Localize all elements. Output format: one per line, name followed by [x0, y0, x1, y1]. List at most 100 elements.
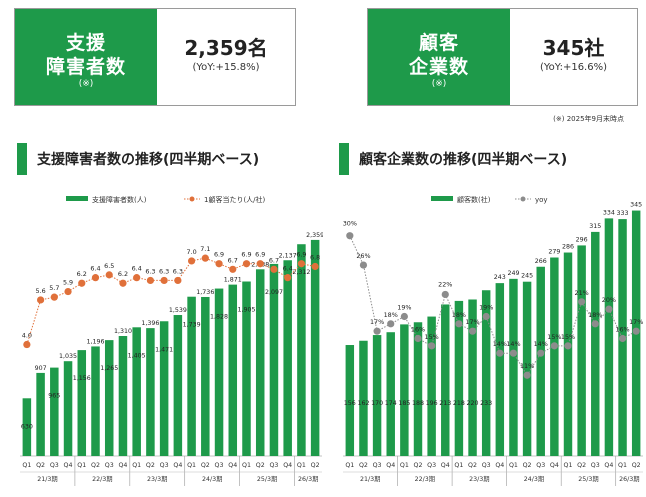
x-tick-label: Q2 [577, 462, 586, 469]
line-value-label: 6.3 [145, 267, 155, 275]
x-tick-label: Q3 [215, 462, 224, 469]
x-tick-label: Q1 [618, 462, 627, 469]
bar [242, 281, 251, 456]
line-value-label: 6.9 [241, 251, 251, 259]
line-value-label: 6.9 [255, 251, 265, 259]
period-label: 25/3期 [578, 475, 598, 483]
bar-value-label: 156 [344, 400, 356, 407]
bar [591, 231, 600, 456]
line-value-label: 6.4 [283, 265, 293, 273]
x-tick-label: Q1 [187, 462, 196, 469]
line-point [455, 320, 463, 328]
bar-value-label: 188 [412, 400, 424, 407]
bar [413, 322, 423, 456]
chart-title: 支援障害者数の推移(四半期ベース) [37, 152, 260, 168]
line-value-label: 18% [384, 311, 398, 319]
bar [550, 257, 559, 456]
bar-value-label: 1,539 [169, 307, 187, 314]
line-point [618, 334, 627, 343]
x-tick-label: Q3 [536, 462, 545, 469]
line-value-label: 22% [438, 280, 452, 288]
line-point [387, 320, 395, 328]
x-tick-label: Q4 [64, 462, 73, 469]
kpi-label-note: (※) [78, 79, 94, 89]
bar-value-label: 213 [439, 400, 451, 407]
x-tick-label: Q2 [632, 462, 641, 469]
line-point [605, 305, 613, 313]
line-point [201, 254, 209, 262]
line-value-label: 7.1 [200, 245, 210, 253]
line-value-label: 6.7 [269, 256, 279, 264]
bar [297, 244, 306, 456]
bar-value-label: 279 [548, 249, 560, 256]
bar-value-label: 1,265 [100, 365, 118, 372]
line-value-label: 18% [452, 311, 466, 319]
section-header-right: 顧客企業数の推移(四半期ベース) [339, 143, 629, 175]
line-value-label: 17% [370, 318, 384, 326]
bar [536, 266, 545, 456]
legend-bar-swatch [431, 196, 453, 201]
line-value-label: 14% [493, 340, 507, 348]
bar [132, 327, 141, 456]
line-point [146, 276, 155, 285]
bar-value-label: 266 [535, 258, 547, 265]
bar-value-label: 196 [426, 400, 438, 407]
bar-value-label: 249 [507, 270, 519, 277]
line-point [50, 293, 58, 301]
line-point [468, 327, 477, 335]
bar-value-label: 1,905 [237, 307, 255, 314]
line-value-label: 6.2 [77, 270, 87, 278]
chart-legend: 顧客数(社) yoy [431, 195, 548, 204]
bar [187, 296, 196, 456]
bar-value-label: 334 [603, 209, 615, 216]
x-tick-label: Q2 [201, 462, 210, 469]
x-tick-label: Q4 [386, 462, 395, 469]
period-label: 23/3期 [147, 475, 167, 483]
period-label: 25/3期 [257, 475, 277, 483]
line-point [23, 340, 31, 349]
section-accent-bar [339, 143, 349, 175]
bar-value-label: 2,137 [279, 252, 297, 259]
x-tick-label: Q1 [297, 462, 306, 469]
kpi-yoy: (YoY:+16.6%) [540, 62, 607, 73]
bar [283, 260, 292, 456]
line-point [359, 261, 368, 269]
line-point [36, 296, 45, 304]
kpi-supported-persons: 支援 障害者数 (※) 2,359名 (YoY:+15.8%) [14, 8, 296, 106]
x-tick-label: Q4 [228, 462, 237, 469]
line-value-label: 20% [602, 296, 616, 304]
bar-value-label: 2,312 [292, 269, 310, 276]
x-tick-label: Q2 [36, 462, 45, 469]
kpi-label-line1: 顧客 [418, 32, 459, 54]
line-point [229, 265, 237, 273]
line-value-label: 15% [561, 333, 575, 341]
legend-line-label: yoy [535, 196, 548, 204]
bar [63, 361, 73, 456]
bar-value-label: 220 [467, 400, 479, 407]
bar [522, 281, 532, 456]
line-point [311, 262, 319, 271]
line-point [78, 279, 86, 287]
bar [159, 321, 169, 456]
line-value-label: 19% [397, 303, 411, 311]
bar [118, 336, 128, 456]
line-point [174, 276, 182, 285]
line-value-label: 6.9 [214, 251, 224, 259]
line-value-label: 11% [520, 362, 534, 370]
chart-title: 顧客企業数の推移(四半期ベース) [359, 152, 568, 168]
bar [310, 239, 320, 456]
bar-value-label: 315 [589, 223, 601, 230]
bar [604, 218, 614, 456]
bar [481, 290, 491, 456]
x-tick-label: Q2 [523, 462, 532, 469]
bar [91, 346, 100, 456]
x-tick-label: Q3 [50, 462, 59, 469]
line-value-label: 6.7 [228, 256, 238, 264]
bar [214, 288, 224, 456]
x-tick-label: Q1 [242, 462, 251, 469]
bar-value-label: 218 [453, 400, 465, 407]
period-label: 21/3期 [360, 475, 380, 483]
line-value-label: 26% [356, 252, 370, 260]
footnote: (※) 2025年9月末時点 [553, 115, 624, 123]
bar-value-label: 965 [48, 393, 60, 400]
